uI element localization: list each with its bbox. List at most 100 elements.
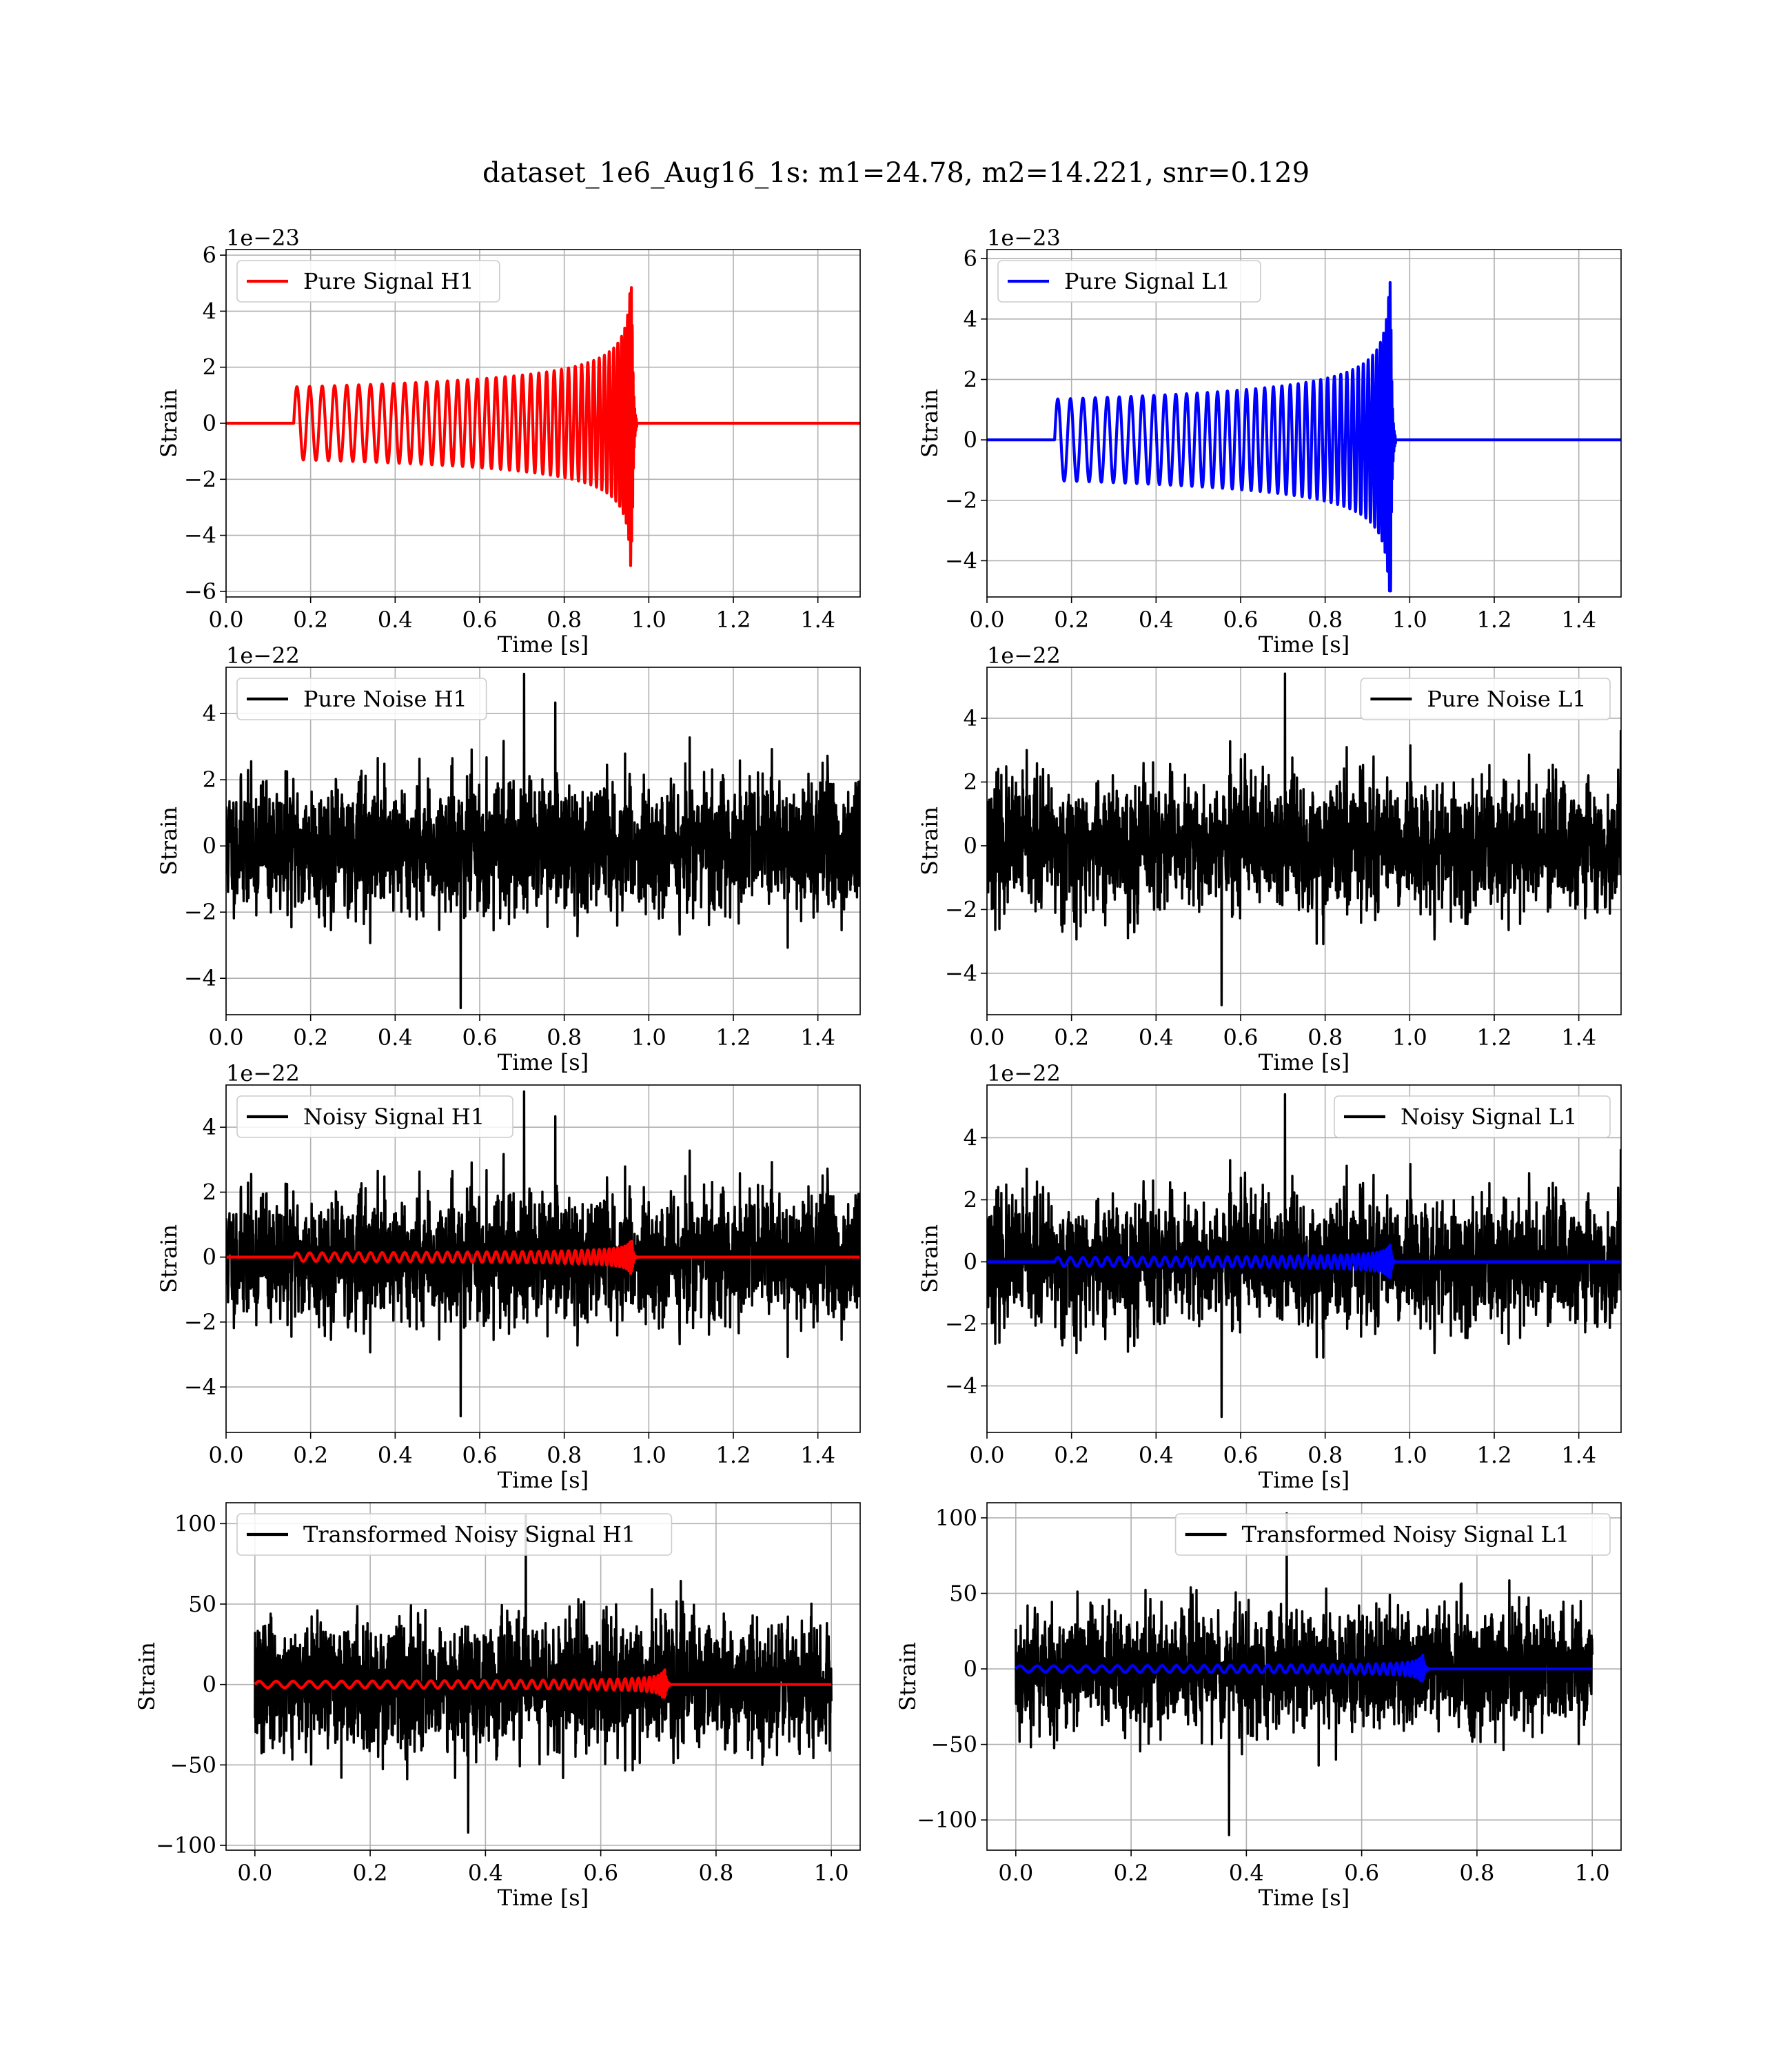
x-tick-label: 0.8	[1459, 1860, 1494, 1886]
subplot-7: 0.0 0.2 0.4 0.6 0.8 1.0 −100 −50 0 50 100 Time [s] S…	[134, 1502, 861, 1911]
x-tick-label: 1.0	[1392, 1024, 1427, 1051]
y-tick-label: −50	[170, 1752, 216, 1778]
y-tick-label: 100	[935, 1505, 977, 1531]
x-tick-label: 0.6	[462, 1442, 498, 1468]
x-tick-label: 0.2	[353, 1860, 388, 1886]
y-tick-label: −100	[917, 1807, 977, 1833]
x-tick-label: 1.0	[1392, 1442, 1427, 1468]
x-tick-label: 1.4	[1561, 607, 1596, 633]
y-tick-label: −4	[184, 1374, 216, 1400]
series-line-1	[987, 672, 1621, 1006]
legend: Transformed Noisy Signal H1	[236, 1513, 673, 1556]
x-tick-label: 0.8	[698, 1860, 733, 1886]
y-tick-label: 0	[964, 1656, 977, 1682]
x-tick-label: 0.4	[1139, 1024, 1174, 1051]
x-tick-label: 0.4	[1229, 1860, 1264, 1886]
x-tick-label: 1.2	[1477, 1442, 1512, 1468]
series-line-1	[254, 1514, 833, 1834]
legend-label: Pure Signal L1	[1064, 268, 1230, 294]
x-tick-label: 0.4	[378, 1024, 413, 1051]
subplot-1: 0.0 0.2 0.4 0.6 0.8 1.0 1.2 1.4 −6 −4 −2 0 2 4 6 Time […	[156, 225, 861, 658]
x-tick-label: 0.8	[1307, 607, 1343, 633]
legend-frame	[236, 260, 500, 303]
legend-label: Pure Noise L1	[1427, 686, 1586, 712]
y-tick-label: 0	[203, 410, 216, 436]
legend-label: Transformed Noisy Signal H1	[303, 1521, 635, 1548]
y-tick-label: −100	[156, 1832, 216, 1858]
series-line-1	[226, 1090, 860, 1418]
x-tick-label: 0.8	[1307, 1024, 1343, 1051]
y-tick-label: 0	[964, 427, 977, 453]
y-axis-label: Strain	[917, 389, 943, 458]
y-tick-label: 4	[203, 298, 216, 324]
offset-text: 1e−23	[987, 225, 1061, 251]
y-tick-label: 2	[203, 354, 216, 381]
x-tick-label: 0.8	[547, 607, 582, 633]
subplot-5: 0.0 0.2 0.4 0.6 0.8 1.0 1.2 1.4 −4 −2 0 2 4 Time [s] S…	[156, 1060, 861, 1493]
y-tick-label: −2	[945, 487, 977, 514]
offset-text: 1e−22	[987, 1060, 1061, 1086]
x-tick-label: 0.2	[1054, 1442, 1089, 1468]
y-axis-label: Strain	[156, 389, 182, 458]
x-tick-label: 0.6	[462, 607, 498, 633]
series-line-1	[1015, 1512, 1594, 1836]
legend-frame	[1360, 678, 1611, 720]
legend-frame	[997, 260, 1261, 303]
x-tick-label: 0.0	[970, 1024, 1005, 1051]
axes-frame	[225, 1084, 861, 1433]
y-tick-label: −2	[945, 896, 977, 922]
series-line-2	[226, 1239, 860, 1275]
y-tick-label: 0	[964, 1249, 977, 1275]
legend: Noisy Signal H1	[236, 1095, 513, 1138]
y-tick-label: −4	[945, 547, 977, 574]
x-tick-label: 0.4	[378, 1442, 413, 1468]
x-tick-label: 0.6	[462, 1024, 498, 1051]
subplot-6: 0.0 0.2 0.4 0.6 0.8 1.0 1.2 1.4 −4 −2 0 2 4 Time [s] S…	[917, 1060, 1622, 1493]
legend-frame	[1174, 1513, 1611, 1556]
y-axis-label: Strain	[134, 1642, 160, 1711]
offset-text: 1e−22	[226, 1060, 300, 1086]
subplot-2: 0.0 0.2 0.4 0.6 0.8 1.0 1.2 1.4 −4 −2 0 2 4 6 Time [s]…	[917, 225, 1622, 658]
legend-label: Noisy Signal L1	[1401, 1104, 1578, 1130]
y-tick-label: −50	[930, 1732, 977, 1758]
series-line-2	[253, 1668, 833, 1699]
y-tick-label: 4	[964, 1125, 977, 1151]
x-tick-label: 0.2	[293, 1442, 328, 1468]
x-tick-label: 1.2	[716, 1442, 751, 1468]
subplot-8: 0.0 0.2 0.4 0.6 0.8 1.0 −100 −50 0 50 100 Time [s] S…	[895, 1502, 1622, 1911]
x-tick-label: 1.0	[631, 1442, 666, 1468]
y-tick-label: 0	[203, 1672, 216, 1698]
x-tick-label: 0.8	[1307, 1442, 1343, 1468]
figure-title: dataset_1e6_Aug16_1s: m1=24.78, m2=14.22…	[482, 157, 1310, 189]
legend: Pure Noise H1	[236, 678, 487, 720]
series-line-1	[226, 286, 860, 567]
axes-frame	[225, 667, 861, 1015]
y-tick-label: 50	[188, 1591, 216, 1617]
legend-label: Pure Signal H1	[303, 268, 474, 294]
y-tick-label: 4	[964, 306, 977, 332]
y-tick-label: 2	[964, 366, 977, 392]
y-axis-label: Strain	[917, 807, 943, 875]
x-tick-label: 0.0	[209, 1024, 244, 1051]
y-axis-label: Strain	[895, 1642, 921, 1711]
series-line-1	[987, 1093, 1621, 1419]
series-line-2	[987, 1244, 1621, 1279]
y-tick-label: 4	[964, 705, 977, 731]
x-tick-label: 0.6	[1223, 607, 1259, 633]
y-tick-label: 0	[964, 833, 977, 859]
x-axis-label: Time [s]	[498, 1467, 589, 1493]
x-tick-label: 0.2	[293, 1024, 328, 1051]
x-tick-label: 1.0	[1392, 607, 1427, 633]
x-tick-label: 0.6	[583, 1860, 618, 1886]
x-tick-label: 0.8	[547, 1442, 582, 1468]
x-tick-label: 1.4	[800, 1442, 835, 1468]
x-tick-label: 1.2	[1477, 1024, 1512, 1051]
x-tick-label: 1.2	[716, 607, 751, 633]
x-tick-label: 0.4	[1139, 1442, 1174, 1468]
y-tick-label: −2	[184, 899, 216, 925]
axes-frame	[986, 667, 1622, 1015]
x-tick-label: 0.0	[237, 1860, 272, 1886]
x-tick-label: 0.6	[1223, 1442, 1259, 1468]
x-tick-label: 0.0	[209, 607, 244, 633]
